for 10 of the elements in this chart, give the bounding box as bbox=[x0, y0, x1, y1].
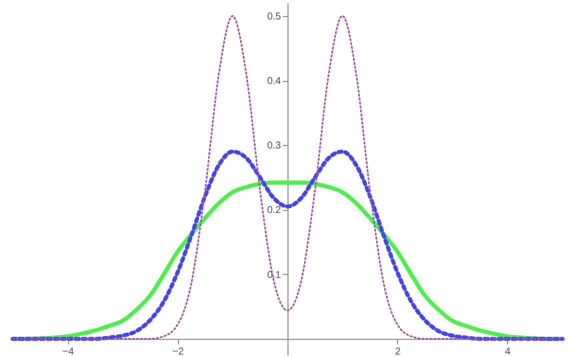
line-series bbox=[10, 150, 564, 341]
y-tick-label: 0.4 bbox=[267, 76, 282, 88]
y-tick-label: 0.2 bbox=[267, 205, 282, 216]
y-tick-label: 0.5 bbox=[267, 11, 282, 22]
x-tick-label: −2 bbox=[172, 346, 184, 357]
x-tick-label: −4 bbox=[62, 346, 74, 357]
x-tick-label: 4 bbox=[505, 346, 512, 357]
y-tick-label: 0.3 bbox=[267, 140, 282, 152]
x-tick-label: 2 bbox=[395, 346, 402, 357]
y-tick-label: 0.1 bbox=[267, 270, 282, 281]
